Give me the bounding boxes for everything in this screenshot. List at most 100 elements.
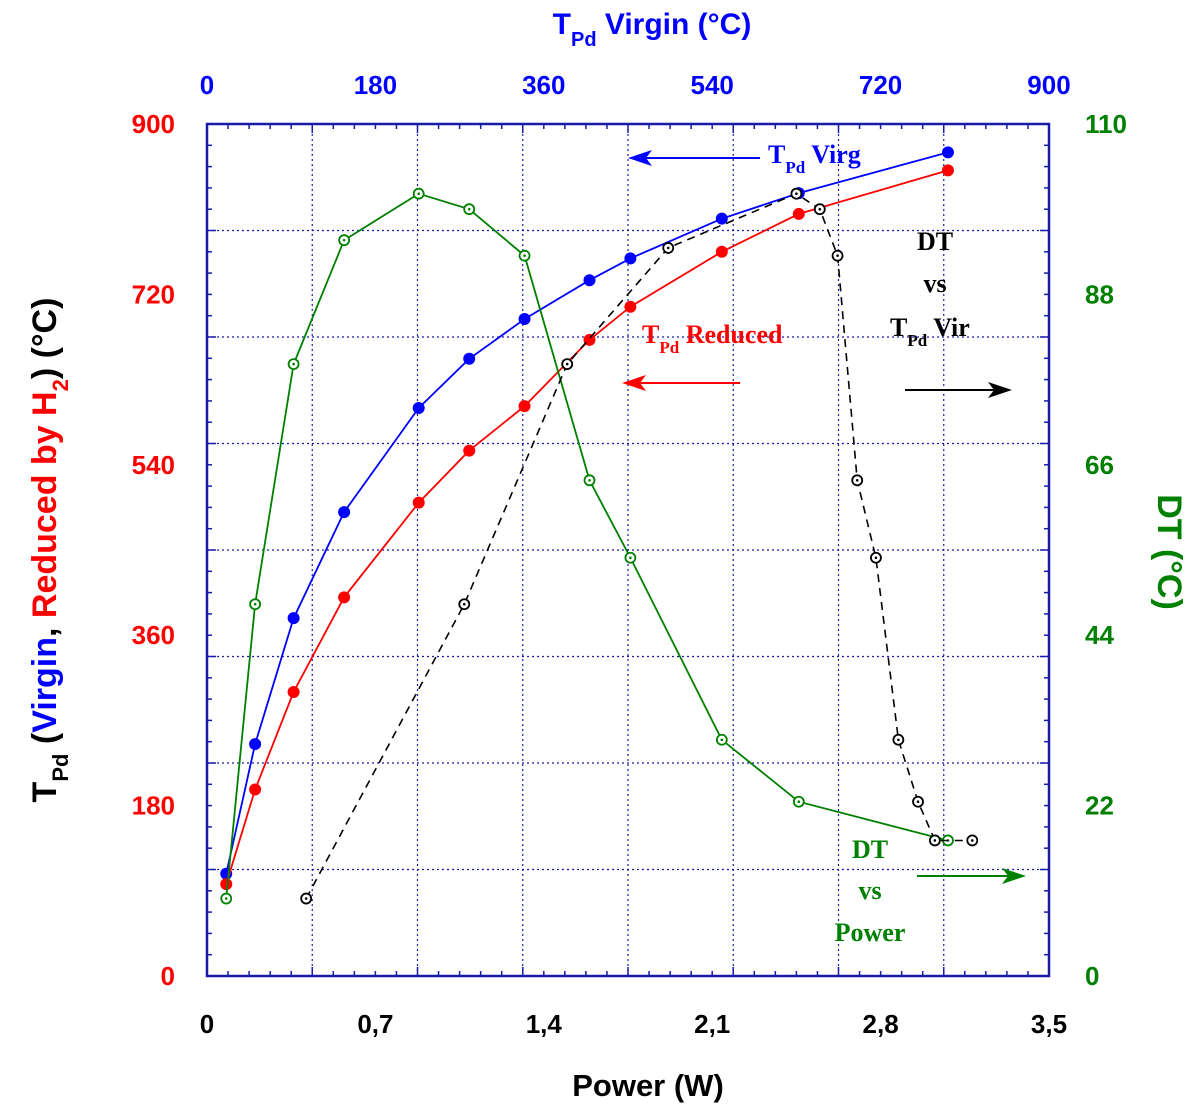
left-tick-label: 0	[161, 961, 175, 991]
series-reduced-line	[225, 169, 949, 885]
series-dt-vs-power	[220, 187, 954, 905]
data-point	[249, 783, 262, 796]
right-tick-label: 110	[1085, 109, 1127, 139]
data-point	[624, 300, 637, 313]
data-point-center	[417, 192, 421, 196]
annotation-dt-power: DT vs Power	[835, 835, 906, 947]
series-dt-vs-power-line	[225, 192, 949, 899]
data-point-center	[933, 839, 937, 842]
annotation-reduced-arrow	[622, 375, 740, 391]
data-point-center	[818, 207, 822, 211]
annotation-reduced: TPd Reduced	[642, 320, 783, 357]
data-point-center	[253, 602, 257, 606]
annotation-dt-power-arrow	[917, 868, 1026, 884]
data-point-center	[897, 738, 900, 742]
data-point	[583, 333, 596, 346]
right-tick-label: 22	[1085, 791, 1114, 821]
data-point-center	[970, 839, 974, 842]
data-point-center	[855, 478, 859, 482]
annotation-virg-arrow	[628, 150, 760, 166]
data-point	[463, 444, 476, 457]
data-point	[518, 313, 531, 326]
top-axis-title: TPd Virgin (°C)	[553, 8, 752, 51]
svg-text:TPd Vir: TPd Vir	[890, 313, 970, 350]
svg-text:Power: Power	[835, 918, 906, 947]
series	[220, 146, 979, 905]
bottom-tick-label: 3,5	[1031, 1009, 1067, 1039]
top-tick-label: 180	[354, 70, 397, 100]
left-tick-label: 540	[132, 450, 175, 480]
right-axis-title: DT (°C)	[1150, 494, 1188, 610]
left-tick-label: 900	[132, 109, 175, 139]
data-point	[249, 738, 262, 751]
right-tick-label: 0	[1085, 961, 1099, 991]
right-tick-label: 88	[1085, 279, 1114, 309]
data-point-center	[565, 362, 569, 366]
bottom-tick-label: 2,1	[694, 1009, 730, 1039]
series-dt-vs-tpd-virgin-line	[305, 192, 973, 899]
data-point-center	[342, 238, 346, 242]
left-tick-label: 180	[132, 791, 175, 821]
bottom-axis-title: Power (W)	[572, 1068, 724, 1103]
data-point-center	[874, 556, 878, 560]
data-point	[287, 686, 300, 698]
annotation-dt-vir-arrow	[905, 382, 1012, 398]
data-point	[624, 252, 637, 265]
data-point	[941, 146, 954, 159]
grid	[207, 124, 1049, 976]
data-point-center	[462, 602, 466, 606]
left-tick-label: 360	[132, 620, 175, 650]
svg-text:vs: vs	[858, 876, 881, 905]
data-point	[792, 207, 805, 220]
data-point-center	[304, 897, 308, 900]
data-point	[941, 164, 954, 177]
bottom-tick-label: 2,8	[863, 1009, 899, 1039]
series-reduced	[220, 164, 954, 891]
data-point	[715, 212, 728, 225]
data-point	[412, 402, 425, 414]
annotation-virg: TPd Virg	[768, 140, 861, 177]
data-point-center	[720, 738, 724, 742]
data-point	[220, 878, 233, 891]
top-tick-label: 720	[859, 70, 902, 100]
data-point	[287, 612, 300, 625]
data-point-center	[916, 800, 920, 804]
left-axis-title: TPd (Virgin, Reduced by H2) (°C)	[26, 298, 73, 803]
data-point	[583, 274, 596, 287]
svg-text:DT: DT	[852, 835, 888, 864]
svg-text:vs: vs	[923, 269, 946, 298]
data-point-center	[292, 362, 295, 366]
data-point	[338, 591, 351, 604]
left-tick-label: 720	[132, 279, 175, 309]
top-tick-label: 0	[200, 70, 214, 100]
data-point	[412, 496, 425, 509]
data-point-center	[523, 254, 526, 257]
tick-marks	[206, 123, 1050, 977]
bottom-tick-label: 0	[200, 1009, 214, 1039]
data-point-center	[588, 478, 591, 482]
data-point-center	[224, 897, 228, 900]
series-virgin	[220, 146, 954, 880]
data-point	[518, 400, 531, 413]
top-tick-label: 360	[522, 70, 565, 100]
data-point-center	[467, 207, 471, 211]
data-point-center	[795, 192, 798, 196]
bottom-tick-label: 1,4	[526, 1009, 563, 1039]
right-tick-label: 66	[1085, 450, 1114, 480]
tick-labels: 0 0,7 1,4 2,1 2,8 3,5 0 180 360 540 720 900 0 180 360 5…	[132, 70, 1127, 1039]
series-virgin-line	[225, 151, 949, 874]
right-tick-label: 44	[1085, 620, 1114, 650]
bottom-tick-label: 0,7	[357, 1009, 393, 1039]
top-tick-label: 540	[691, 70, 734, 100]
data-point-center	[836, 254, 839, 257]
data-point	[338, 506, 351, 519]
data-point-center	[797, 800, 801, 804]
data-point	[463, 352, 476, 365]
annotation-dt-vir: DT vs TPd Vir	[890, 227, 970, 350]
data-point-center	[666, 246, 670, 250]
svg-text:DT: DT	[917, 227, 953, 256]
data-point	[715, 245, 728, 258]
top-tick-label: 900	[1027, 70, 1070, 100]
series-dt-vs-tpd-virgin	[300, 187, 979, 905]
